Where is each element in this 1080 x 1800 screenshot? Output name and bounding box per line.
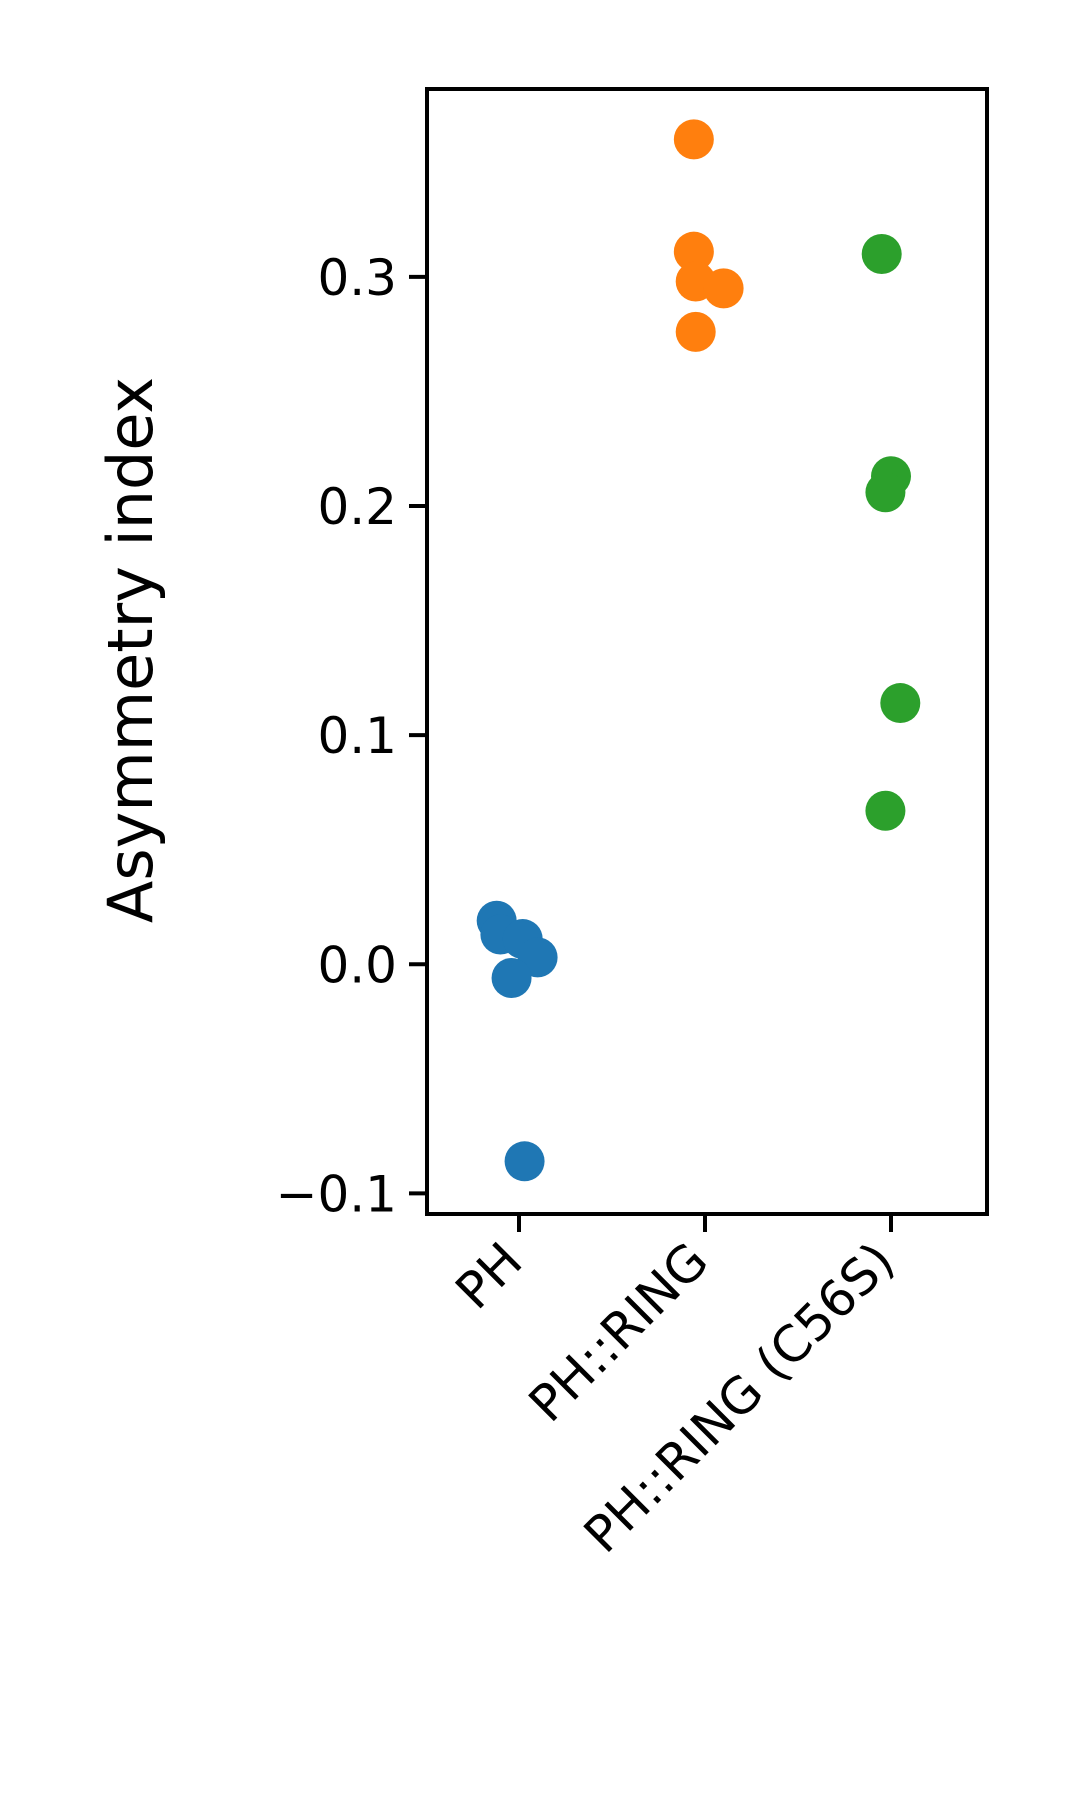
data-point [673, 231, 714, 272]
data-point [673, 119, 714, 160]
y-tick-label: 0.1 [317, 707, 397, 765]
data-point [703, 268, 744, 309]
data-point [880, 683, 921, 724]
points-layer [476, 119, 921, 1182]
data-point [504, 1141, 545, 1182]
y-axis: −0.1 0.0 0.1 0.2 0.3 [276, 249, 427, 1223]
x-tick-label: PH [445, 1231, 534, 1320]
y-tick-label: 0.2 [317, 478, 397, 536]
data-point [861, 233, 902, 274]
data-point [675, 311, 716, 352]
y-tick-label: −0.1 [276, 1165, 397, 1223]
data-point [865, 472, 906, 513]
data-point [491, 958, 532, 999]
x-tick-label: PH::RING [518, 1231, 720, 1433]
data-point [865, 790, 906, 831]
y-tick-label: 0.3 [317, 249, 397, 307]
y-axis-title: Asymmetry index [94, 377, 167, 923]
x-tick-label: PH::RING (C56S) [573, 1231, 906, 1564]
y-tick-label: 0.0 [317, 936, 397, 994]
